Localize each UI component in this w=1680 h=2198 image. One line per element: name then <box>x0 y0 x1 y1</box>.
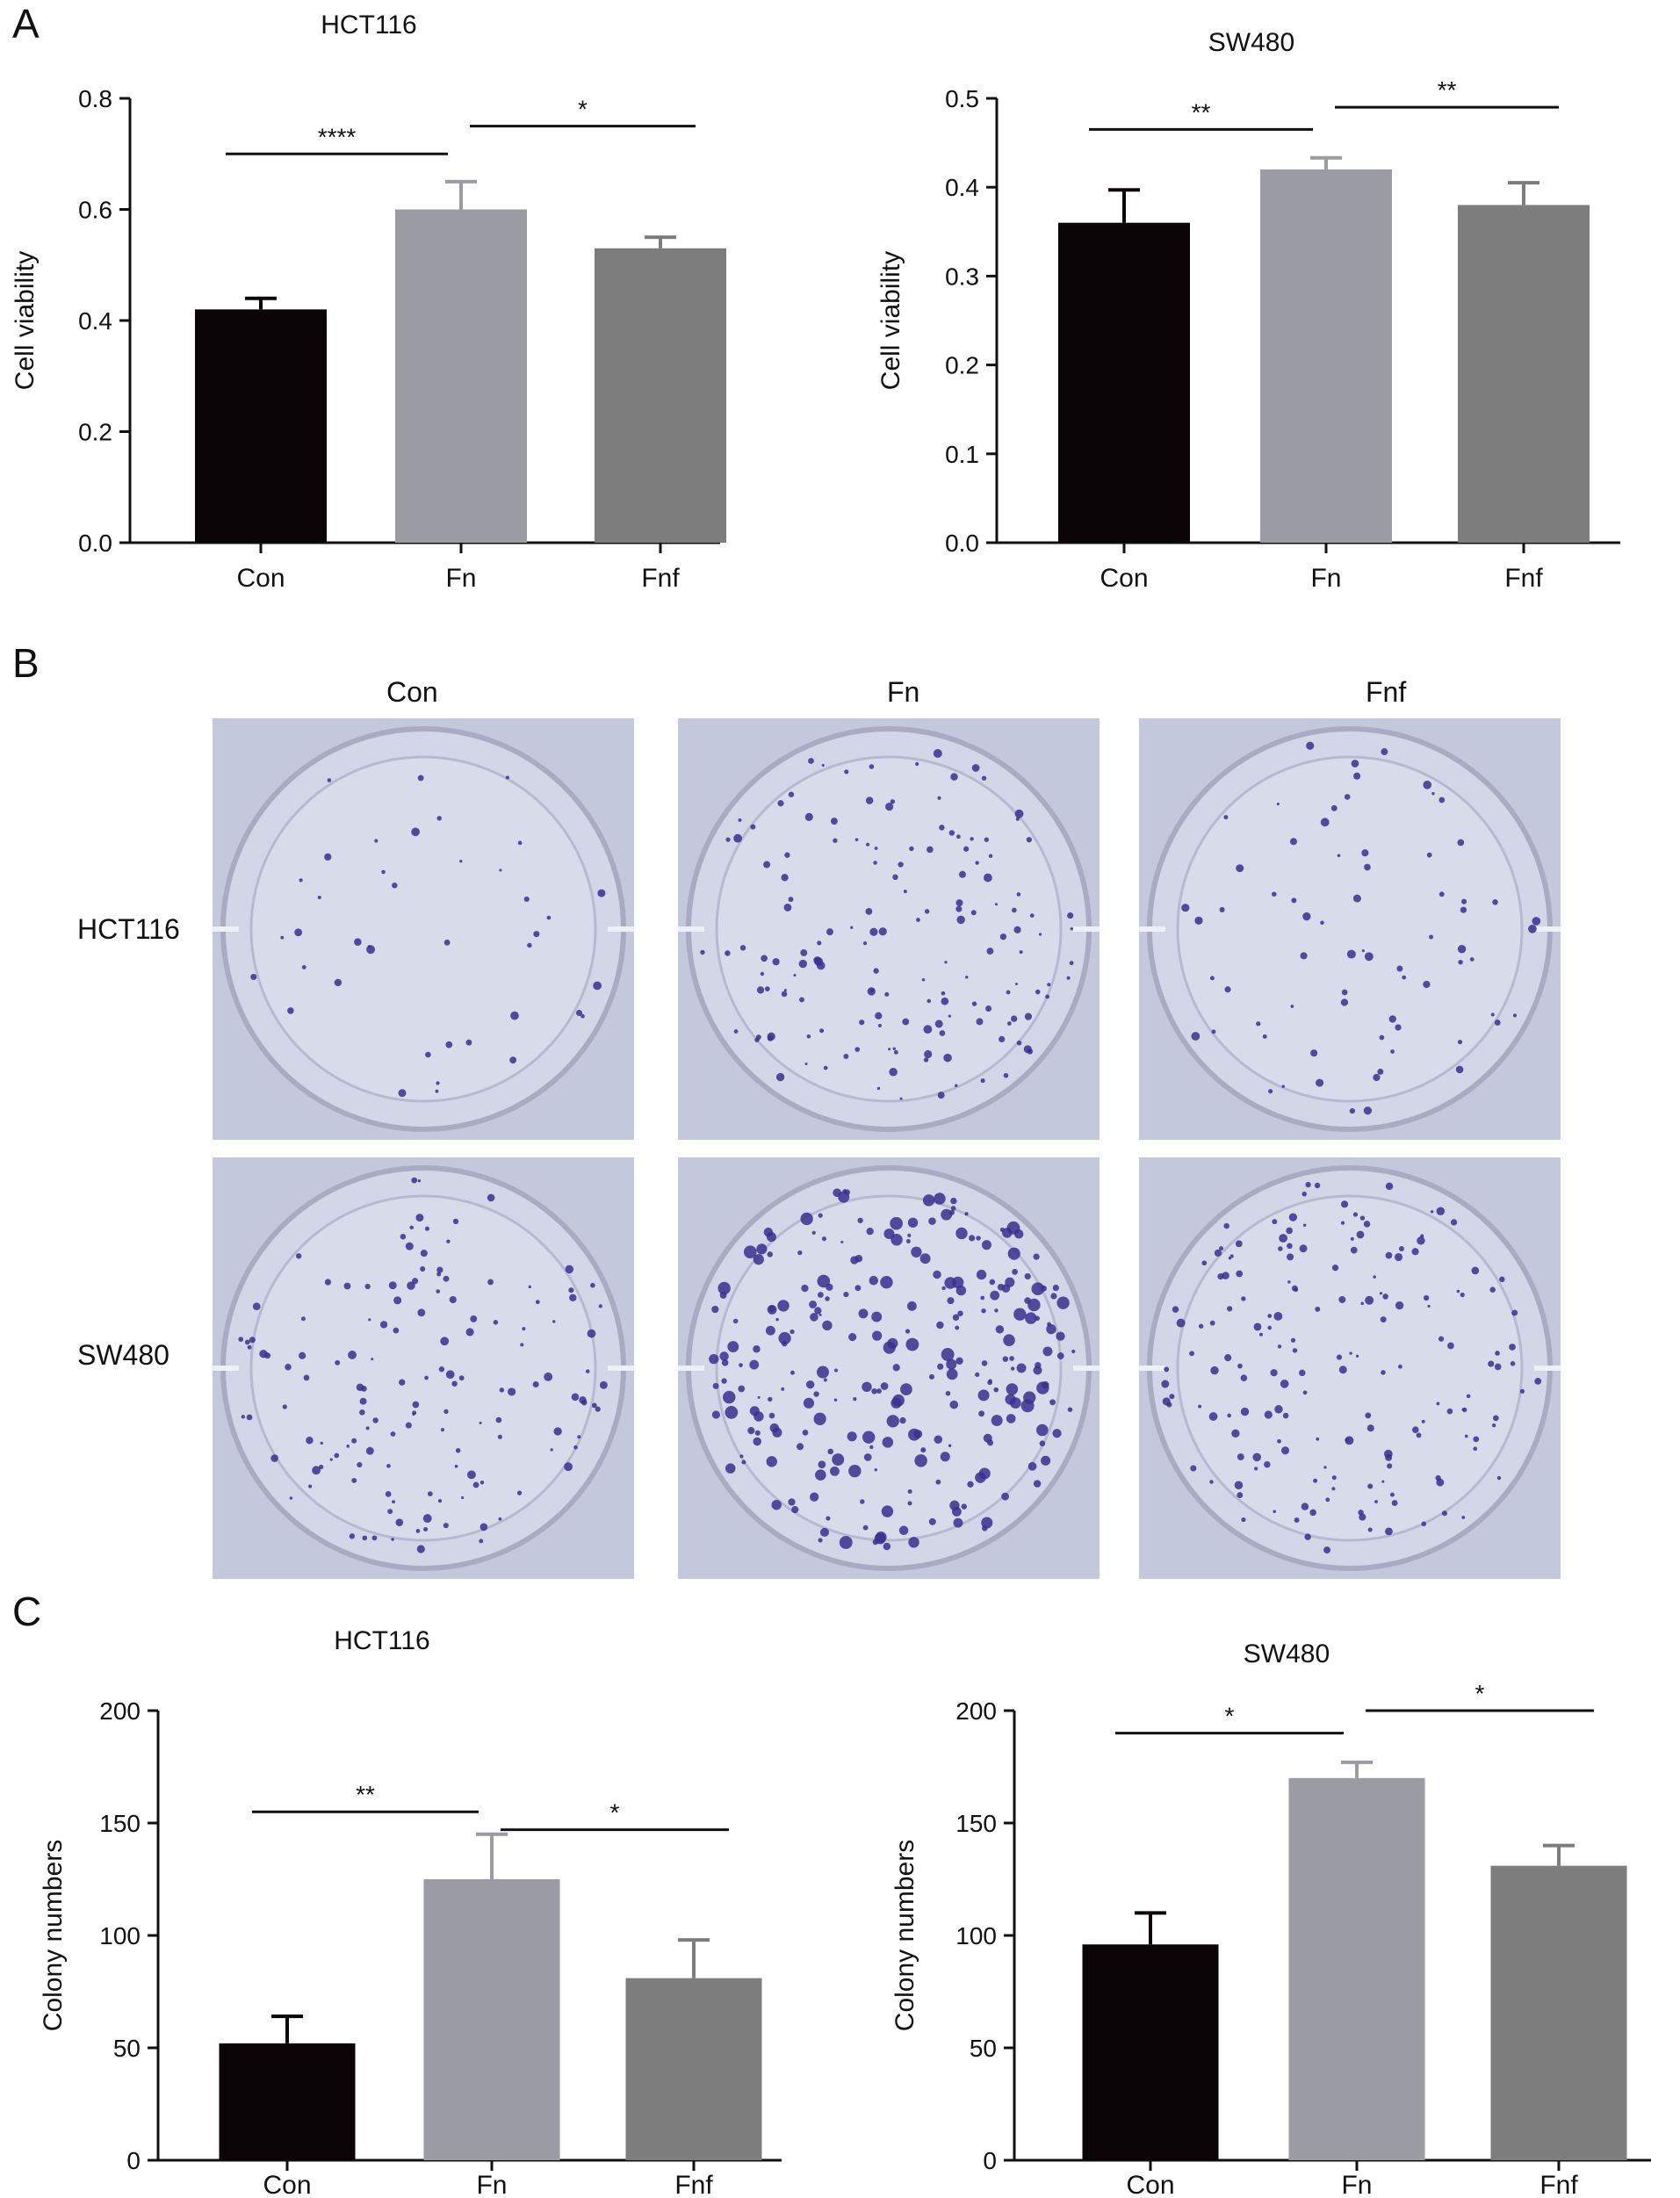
chart-c-right-bar-con <box>1082 1944 1219 2160</box>
chart-c-left-ytick-label: 50 <box>113 2035 141 2062</box>
chart-c-right-xtick-label: Fn <box>1341 2171 1372 2198</box>
chart-c-left-ylabel: Colony numbers <box>39 1840 68 2031</box>
chart-c-left-ytick-label: 100 <box>99 1922 141 1949</box>
chart-c-right-ytick-label: 100 <box>955 1922 997 1949</box>
chart-c-right-ytick-label: 200 <box>955 1697 997 1725</box>
chart-c-left-bar-con <box>219 2043 356 2160</box>
chart-c-right-bar-fnf <box>1490 1865 1627 2160</box>
panel-letter-a: A <box>12 1 40 47</box>
dish-sw480-con <box>213 1157 634 1579</box>
chart-c-right-ytick-label: 0 <box>983 2147 997 2174</box>
dish-hct116-fnf <box>1139 718 1561 1140</box>
chart-c-left-xtick-label: Fn <box>476 2171 507 2198</box>
chart-c-left-sig-label-1: * <box>610 1799 620 1827</box>
col-label-con: Con <box>386 676 438 708</box>
dish-hct116-fn <box>678 718 1100 1140</box>
dish-hct116-con <box>213 718 634 1140</box>
chart-c-left-ytick-label: 150 <box>99 1810 141 1837</box>
chart-c-left-xtick-label: Fnf <box>674 2171 713 2198</box>
chart-c-left-bar-fn <box>423 1879 560 2160</box>
dish-sw480-fn <box>678 1157 1100 1579</box>
panel-letter-b: B <box>12 640 40 686</box>
row-label-hct116: HCT116 <box>77 913 180 945</box>
row-label-sw480: SW480 <box>77 1339 169 1371</box>
chart-c-right-bar-fn <box>1288 1777 1425 2160</box>
chart-c-left-ytick-label: 0 <box>126 2147 141 2174</box>
chart-c-right-sig-label-1: * <box>1475 1680 1485 1707</box>
chart-c-left-xtick-label: Con <box>263 2171 311 2198</box>
chart-c-left-bar-fnf <box>625 1978 762 2160</box>
chart-c-left-title: HCT116 <box>334 1626 429 1655</box>
colony-photo-grid: Con Fn Fnf HCT116 SW480 <box>77 676 1561 1579</box>
chart-c-right-title: SW480 <box>1244 1639 1330 1668</box>
dish-sw480-fnf <box>1139 1157 1561 1579</box>
chart-c-left-sig-label-0: ** <box>356 1781 375 1808</box>
chart-c-right-xtick-label: Con <box>1126 2171 1174 2198</box>
panel-letter-c: C <box>12 1589 42 1634</box>
chart-c-right-sig-label-0: * <box>1225 1703 1235 1730</box>
chart-c-left-ytick-label: 200 <box>99 1697 141 1725</box>
chart-c-right-xtick-label: Fnf <box>1539 2171 1578 2198</box>
col-label-fn: Fn <box>887 676 920 708</box>
chart-c-right-ytick-label: 150 <box>955 1810 997 1837</box>
chart-c-right-ytick-label: 50 <box>970 2035 997 2062</box>
col-label-fnf: Fnf <box>1366 676 1407 708</box>
chart-c-right-ylabel: Colony numbers <box>890 1840 919 2031</box>
